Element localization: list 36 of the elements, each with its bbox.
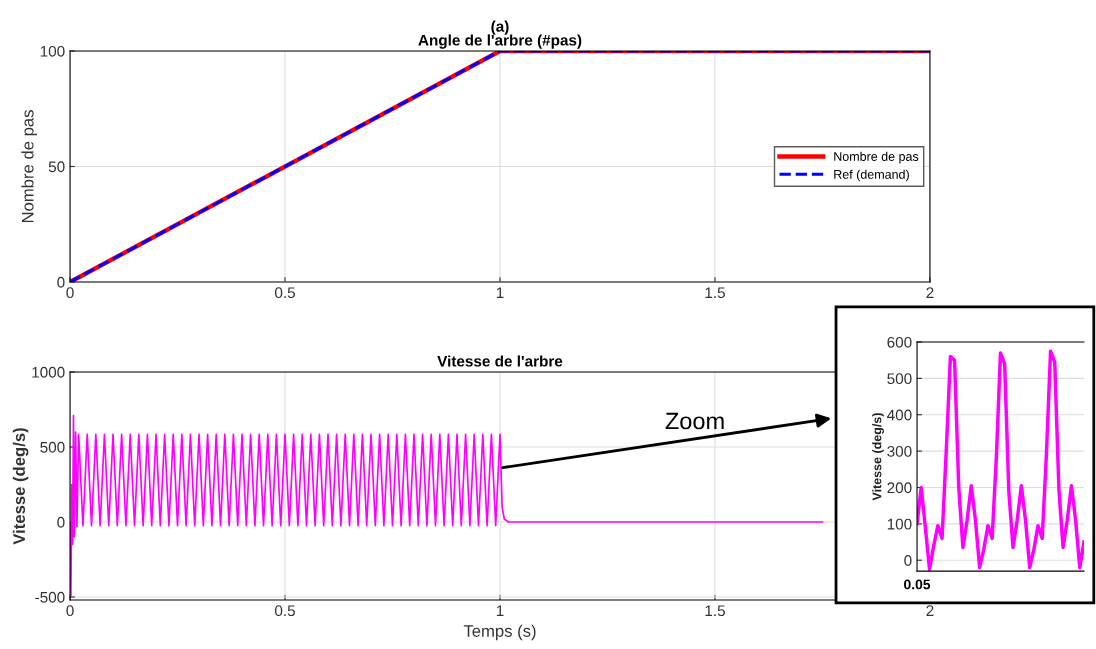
- y-tick-label: 200: [887, 482, 912, 494]
- y-tick-label: 0: [57, 276, 65, 288]
- y-tick-label: 100: [887, 518, 912, 530]
- x-axis-title: Temps (s): [463, 624, 536, 641]
- x-tick-label: 1.5: [705, 605, 725, 617]
- y-axis-title: Vitesse (deg/s): [12, 428, 29, 545]
- x-tick-label: 0: [66, 287, 74, 299]
- y-axis-title: Nombre de pas: [21, 110, 37, 223]
- y-tick-label: 300: [887, 445, 912, 457]
- chart-title: Vitesse de l'arbre: [437, 355, 563, 367]
- y-tick-label: 600: [887, 336, 912, 348]
- y-tick-label: 500: [887, 373, 912, 385]
- legend-label: Ref (demand): [834, 169, 909, 182]
- annotation: Zoom: [665, 412, 724, 430]
- x-tick-label: 1: [496, 287, 504, 298]
- y-tick-label: 400: [887, 409, 912, 421]
- y-tick-label: 100: [40, 45, 65, 57]
- line-series: [70, 414, 824, 598]
- x-tick-label: 1.5: [705, 287, 725, 299]
- x-tick-label: 0: [66, 605, 74, 617]
- x-tick-label: 2: [926, 287, 934, 298]
- x-tick-label: 1: [496, 605, 504, 616]
- y-axis-title: Vitesse (deg/s): [872, 413, 884, 501]
- y-tick-label: 50: [48, 161, 65, 173]
- text: (a): [491, 20, 509, 35]
- chart-title: Angle de l'arbre (#pas): [418, 34, 582, 49]
- y-tick-label: -500: [35, 591, 65, 603]
- y-tick-label: 500: [40, 441, 65, 453]
- y-tick-label: 0: [57, 516, 65, 528]
- y-tick-label: 1000: [32, 366, 65, 378]
- y-tick-label: 0: [904, 555, 912, 566]
- x-tick-label: 0.5: [274, 605, 295, 617]
- x-tick-label: 2: [926, 605, 934, 616]
- legend-label: Nombre de pas: [834, 151, 919, 164]
- annotation: 0.05: [904, 579, 931, 590]
- x-tick-label: 0.5: [274, 287, 295, 299]
